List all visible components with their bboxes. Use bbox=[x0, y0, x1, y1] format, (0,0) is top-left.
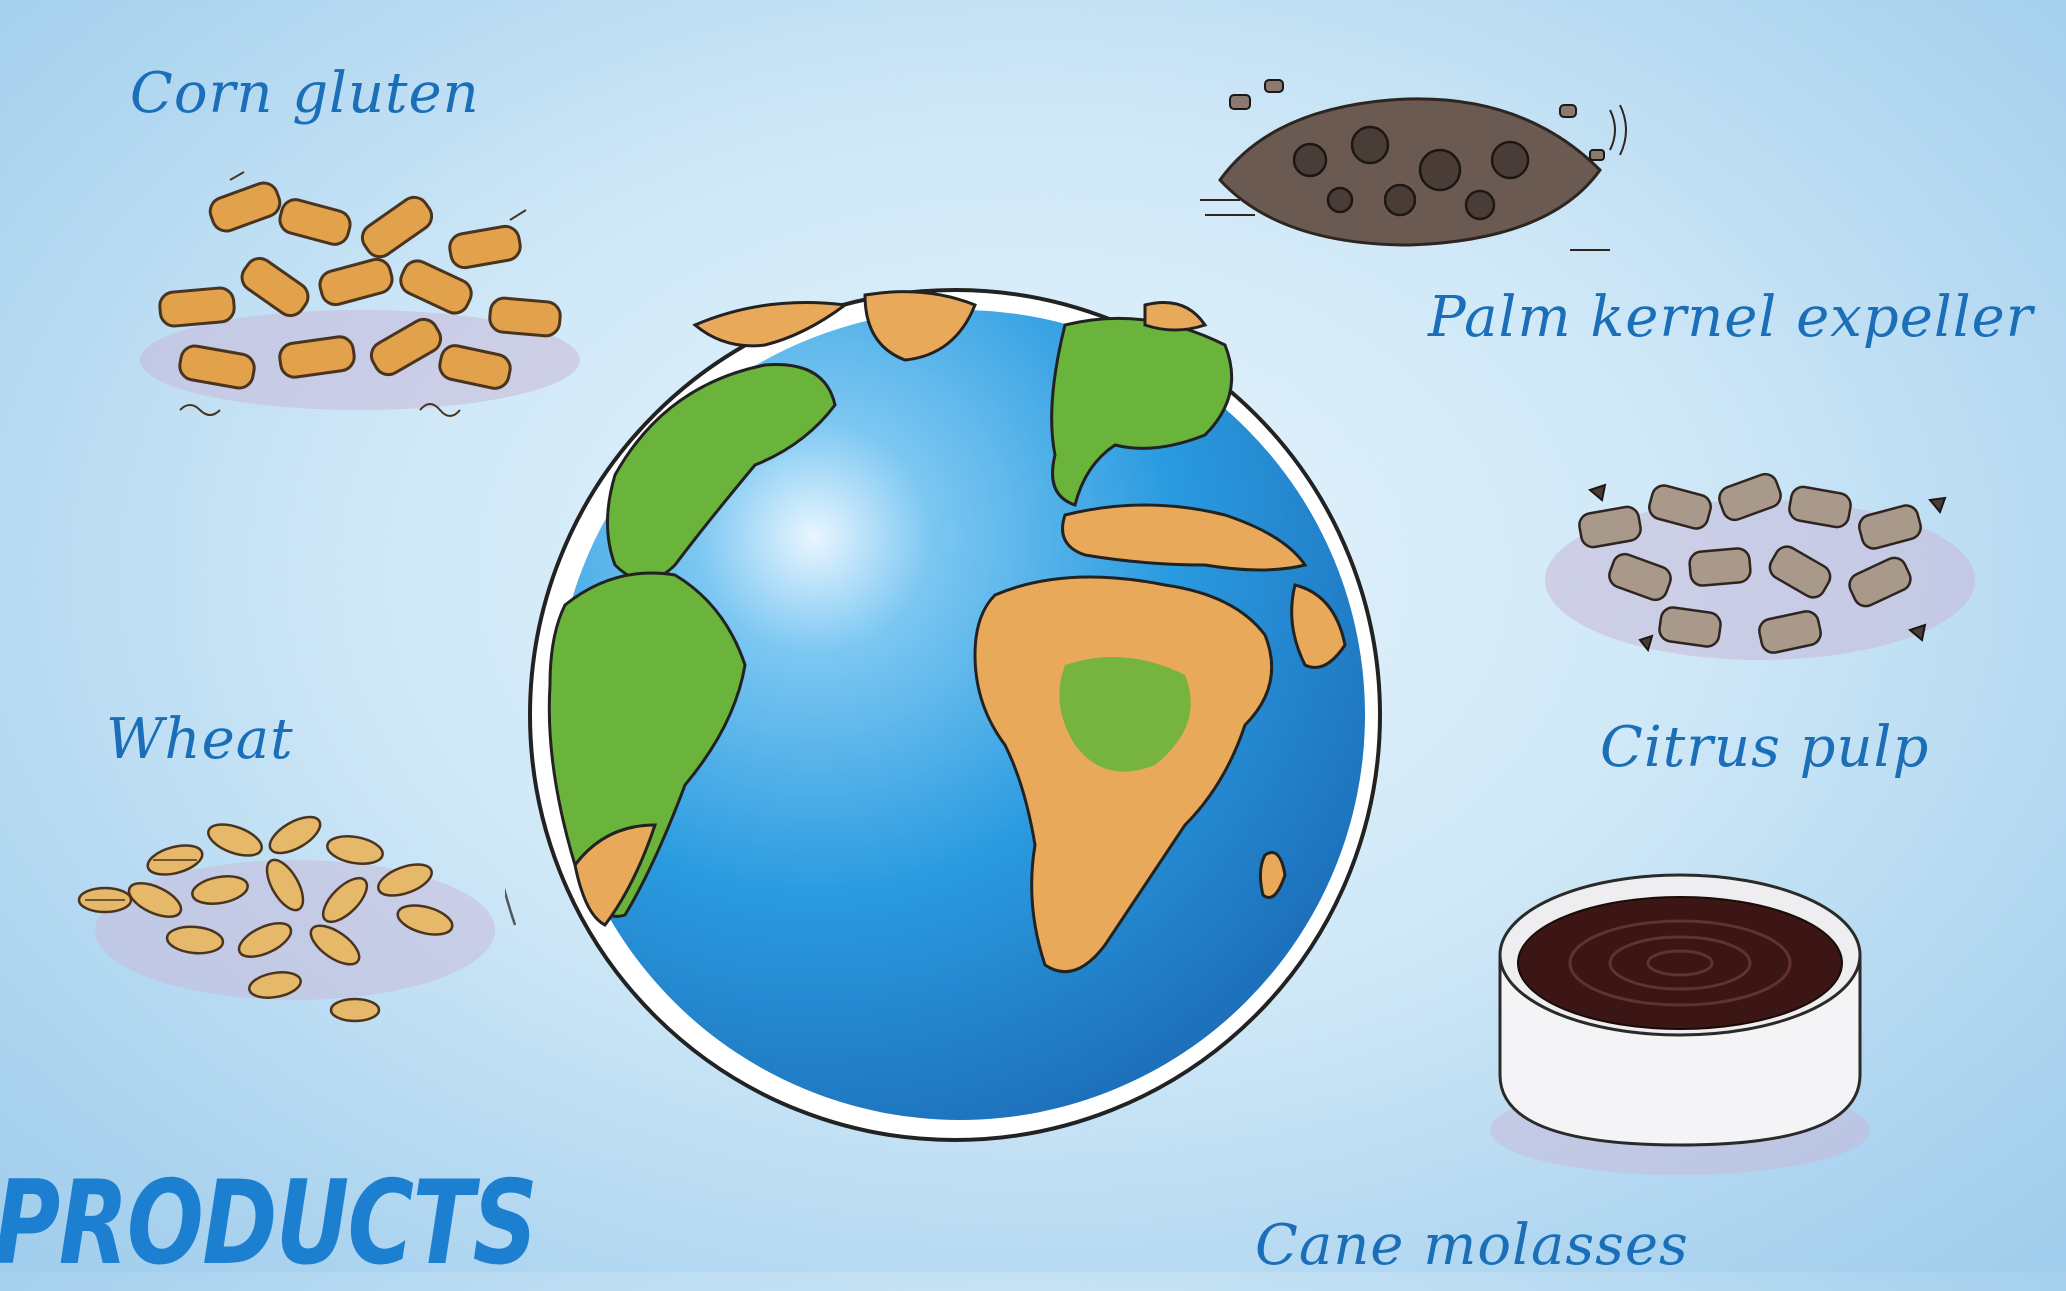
cane-molasses-label: Cane molasses bbox=[1255, 1213, 1689, 1278]
products-title: PRODUCTS bbox=[0, 1156, 538, 1291]
molasses-dish-icon bbox=[1490, 873, 1870, 1175]
citrus-pulp-label: Citrus pulp bbox=[1600, 715, 1930, 780]
wheat-grains-icon bbox=[77, 815, 495, 1023]
palm-kernel-expeller-label: Palm kernel expeller bbox=[1428, 285, 2034, 350]
globe-illustration-icon bbox=[505, 288, 1382, 1142]
corn-gluten-pellets-icon bbox=[140, 171, 580, 417]
citrus-pulp-pellets-icon bbox=[1545, 472, 1975, 660]
palm-kernel-pile-icon bbox=[1200, 79, 1627, 251]
wheat-label: Wheat bbox=[106, 707, 294, 772]
corn-gluten-label: Corn gluten bbox=[130, 61, 480, 126]
